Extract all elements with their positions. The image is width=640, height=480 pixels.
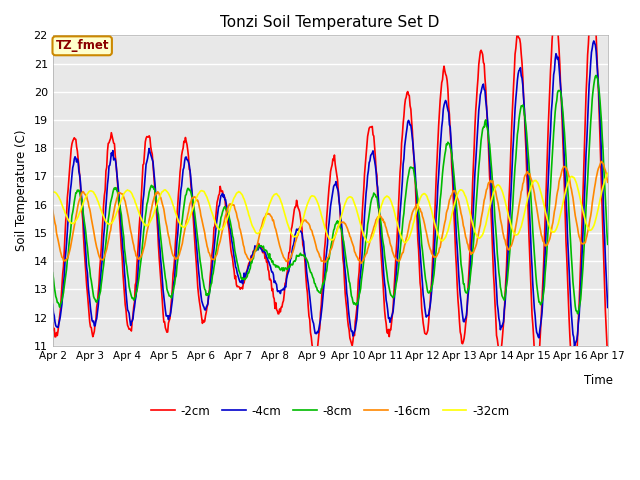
Line: -8cm: -8cm	[52, 75, 608, 314]
-8cm	[116, 202, 124, 208]
-16cm	[399, 250, 406, 256]
Text: TZ_fmet: TZ_fmet	[56, 39, 109, 52]
-4cm	[590, 38, 598, 44]
Legend: -2cm, -4cm, -8cm, -16cm, -32cm: -2cm, -4cm, -8cm, -16cm, -32cm	[147, 400, 514, 422]
-2cm	[397, 141, 405, 146]
X-axis label: Time: Time	[584, 374, 613, 387]
-2cm	[414, 236, 422, 242]
-4cm	[571, 343, 579, 349]
-16cm	[598, 158, 605, 164]
-8cm	[172, 273, 180, 279]
-32cm	[397, 234, 405, 240]
-8cm	[59, 294, 67, 300]
-8cm	[592, 72, 600, 78]
-2cm	[59, 271, 67, 276]
-16cm	[415, 204, 422, 209]
-2cm	[571, 374, 579, 380]
-16cm	[49, 208, 56, 214]
-2cm	[116, 219, 124, 225]
-16cm	[604, 180, 612, 185]
-16cm	[59, 255, 67, 261]
-8cm	[49, 270, 56, 276]
-4cm	[202, 307, 209, 313]
Line: -16cm: -16cm	[52, 161, 608, 263]
Line: -32cm: -32cm	[52, 173, 608, 242]
-32cm	[604, 170, 612, 176]
-16cm	[116, 190, 124, 196]
-16cm	[357, 260, 365, 266]
-4cm	[397, 189, 405, 194]
-32cm	[116, 201, 124, 207]
-16cm	[202, 236, 209, 241]
-8cm	[202, 288, 209, 293]
-8cm	[604, 241, 612, 247]
-2cm	[202, 313, 209, 319]
-32cm	[59, 204, 67, 209]
Title: Tonzi Soil Temperature Set D: Tonzi Soil Temperature Set D	[221, 15, 440, 30]
-32cm	[402, 240, 410, 245]
-4cm	[116, 204, 124, 210]
-4cm	[49, 301, 56, 307]
-2cm	[49, 320, 56, 326]
-2cm	[604, 357, 612, 363]
-32cm	[172, 212, 180, 217]
-32cm	[202, 192, 209, 197]
-16cm	[172, 256, 180, 262]
-8cm	[414, 196, 422, 202]
-4cm	[604, 305, 612, 311]
-2cm	[172, 229, 180, 235]
-32cm	[415, 201, 422, 206]
-8cm	[573, 311, 581, 317]
-32cm	[49, 190, 56, 195]
Line: -2cm: -2cm	[52, 0, 608, 377]
Y-axis label: Soil Temperature (C): Soil Temperature (C)	[15, 130, 28, 252]
-4cm	[59, 291, 67, 297]
-4cm	[172, 251, 180, 257]
Line: -4cm: -4cm	[52, 41, 608, 346]
-8cm	[397, 234, 405, 240]
-4cm	[414, 211, 422, 216]
